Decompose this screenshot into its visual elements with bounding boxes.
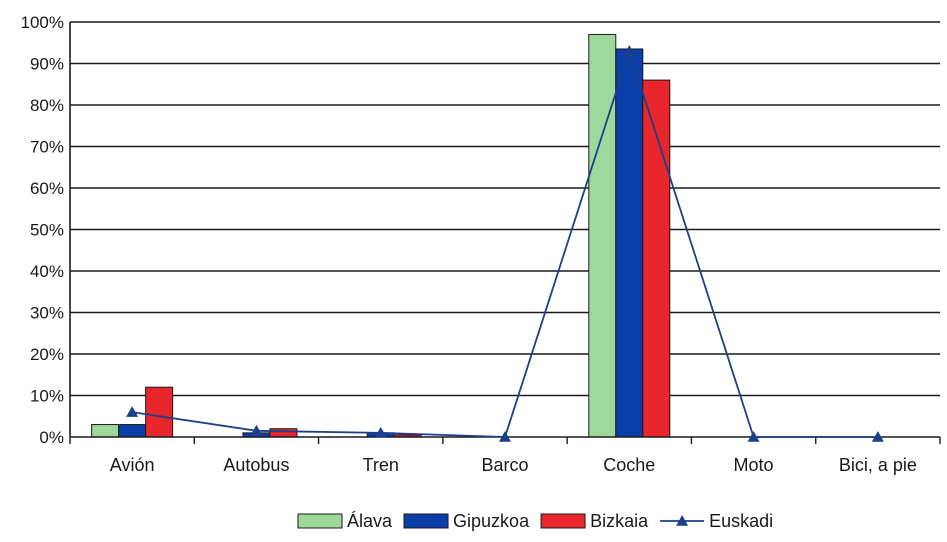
bar-gipuzkoa-coche: [615, 48, 644, 438]
y-tick-label: 30%: [30, 304, 64, 323]
x-tick-label: Barco: [481, 455, 528, 475]
line-euskadi: [131, 48, 878, 438]
y-tick-label: 20%: [30, 345, 64, 364]
x-tick-label: Moto: [734, 455, 774, 475]
y-tick-label: 90%: [30, 55, 64, 74]
euskadi-line: [126, 45, 884, 442]
legend-label: Gipuzkoa: [453, 511, 530, 531]
legend-item-alava: Álava: [297, 511, 393, 531]
x-tick-label: Tren: [363, 455, 399, 475]
legend-swatch-alava: [297, 513, 343, 529]
bar-gipuzkoa-avion: [118, 424, 147, 438]
x-tick-label: Coche: [603, 455, 655, 475]
y-tick-label: 40%: [30, 262, 64, 281]
legend-label: Álava: [347, 511, 393, 531]
bar-alava-coche: [588, 33, 617, 438]
legend-swatch-gipuzkoa: [403, 513, 449, 529]
y-tick-label: 100%: [21, 13, 64, 32]
grid-lines: [70, 21, 940, 397]
axes: [69, 22, 941, 444]
legend-label: Euskadi: [709, 511, 773, 531]
point-euskadi-tren: [374, 426, 387, 438]
y-tick-label: 70%: [30, 138, 64, 157]
legend: Álava Gipuzkoa Bizkaia Euskadi: [297, 511, 773, 531]
bar-bizkaia-avion: [145, 386, 174, 438]
point-euskadi-bici-a-pie: [871, 431, 884, 442]
x-axis-tick-labels: Avión Autobus Tren Barco Coche Moto Bici, a pi…: [110, 455, 917, 475]
point-euskadi-autobus: [250, 424, 263, 436]
bar-alava-avion: [91, 424, 120, 438]
point-euskadi-coche: [623, 45, 636, 56]
y-tick-label: 0%: [39, 428, 64, 447]
legend-swatch-bizkaia: [540, 513, 586, 529]
point-euskadi-moto: [747, 431, 760, 442]
bar-bizkaia-autobus: [269, 428, 298, 438]
y-tick-label: 50%: [30, 221, 64, 240]
point-euskadi-barco: [499, 431, 511, 442]
bar-bizkaia-coche: [642, 79, 671, 438]
bars: [91, 33, 671, 438]
y-axis-tick-labels: 0% 10% 20% 30% 40% 50% 60% 70% 80% 90% 100%: [21, 13, 64, 447]
y-tick-label: 80%: [30, 96, 64, 115]
point-euskadi-avion: [126, 406, 139, 417]
legend-item-bizkaia: Bizkaia: [540, 511, 649, 531]
y-tick-label: 60%: [30, 179, 64, 198]
y-tick-label: 10%: [30, 387, 64, 406]
legend-item-gipuzkoa: Gipuzkoa: [403, 511, 530, 531]
x-tick-label: Autobus: [223, 455, 289, 475]
legend-marker-euskadi: [676, 515, 689, 526]
x-tick-label: Avión: [110, 455, 155, 475]
x-tick-label: Bici, a pie: [839, 455, 917, 475]
legend-item-euskadi: Euskadi: [660, 511, 773, 531]
legend-label: Bizkaia: [590, 511, 649, 531]
